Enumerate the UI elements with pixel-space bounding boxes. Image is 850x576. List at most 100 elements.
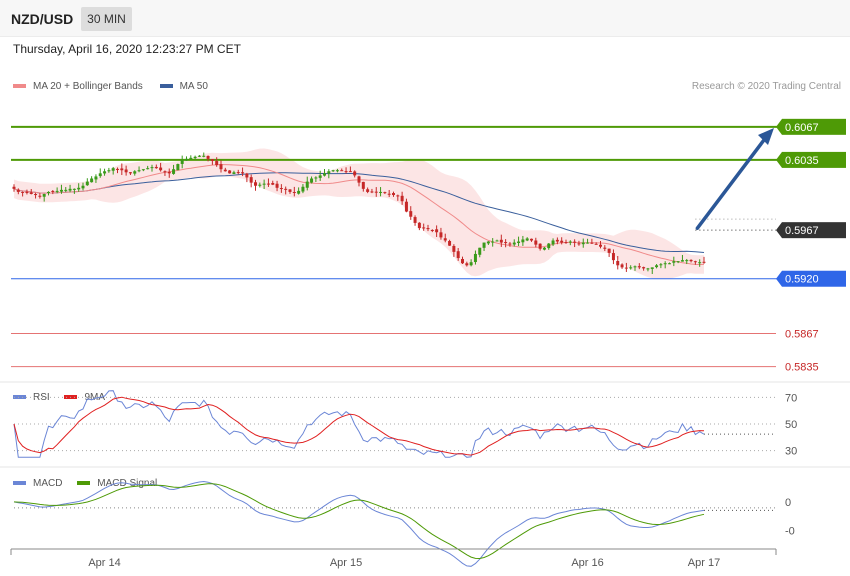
candle — [508, 243, 512, 245]
rsi-legend-swatch — [13, 395, 26, 400]
candle — [116, 168, 119, 170]
candle — [146, 168, 150, 170]
candle — [193, 156, 197, 159]
resistance-label-bg-0 — [782, 118, 846, 135]
candle — [698, 262, 702, 264]
candle — [504, 242, 508, 244]
candle — [21, 191, 25, 193]
candle — [85, 181, 89, 186]
candle — [590, 242, 594, 244]
x-tick-label-1: Apr 15 — [330, 557, 362, 569]
candle — [361, 181, 365, 189]
candle — [525, 238, 529, 241]
credit-text: Research © 2020 Trading Central — [691, 81, 841, 92]
candle — [271, 182, 275, 185]
candle — [374, 191, 378, 193]
candle — [323, 173, 326, 176]
pivot-label-3: 0.5920 — [785, 274, 819, 286]
candle — [624, 267, 628, 269]
candle — [650, 267, 654, 269]
resistance-label-tip-1 — [776, 151, 782, 168]
candle — [551, 240, 555, 245]
candle — [495, 240, 499, 242]
candle — [266, 183, 270, 185]
timeframe-button[interactable]: 30 MIN — [81, 7, 132, 31]
candle — [90, 178, 94, 183]
candle — [279, 188, 283, 190]
last-price-label: 0.5967 — [785, 225, 819, 237]
candle — [180, 159, 184, 164]
candle — [542, 247, 546, 250]
candle — [396, 195, 400, 197]
candle — [499, 239, 503, 243]
candle — [680, 260, 684, 262]
symbol-title: NZD/USD — [11, 11, 74, 27]
candle — [702, 261, 706, 263]
main-legend: MA 20 + Bollinger Bands MA 50 — [13, 81, 208, 92]
candle — [461, 258, 464, 264]
candle — [59, 189, 63, 192]
candle — [642, 267, 646, 269]
candle — [573, 241, 577, 243]
candle — [154, 166, 158, 169]
x-tick-label-2: Apr 16 — [571, 557, 603, 569]
candle — [689, 259, 693, 262]
candle — [77, 187, 81, 190]
candle — [344, 171, 348, 173]
candle — [417, 222, 421, 229]
candle — [292, 192, 296, 194]
macd-legend-label: MACD — [33, 478, 63, 489]
support-label-4: 0.5867 — [785, 329, 819, 341]
candle — [111, 168, 115, 171]
candle — [693, 261, 697, 263]
candle — [197, 155, 201, 157]
resistance-label-0: 0.6067 — [785, 122, 819, 134]
candle — [120, 168, 124, 171]
macd-signal-line — [13, 483, 705, 560]
candle — [189, 157, 193, 160]
candle — [185, 158, 188, 161]
candle — [42, 194, 46, 197]
candle — [141, 169, 145, 171]
last-price-label-tip — [776, 222, 782, 239]
candle — [530, 238, 533, 241]
candle — [340, 170, 344, 172]
candle — [98, 173, 102, 177]
forecast-arrow-head — [758, 127, 774, 145]
candle — [72, 188, 76, 190]
candle — [577, 243, 581, 245]
x-tick-label-0: Apr 14 — [88, 557, 120, 569]
candle — [16, 189, 20, 192]
bollinger-band — [14, 148, 704, 280]
resistance-label-tip-0 — [776, 118, 782, 135]
header-bar: NZD/USD 30 MIN — [0, 0, 850, 37]
candle — [404, 201, 408, 212]
candle — [685, 260, 689, 262]
candle — [262, 183, 266, 185]
x-tick-label-3: Apr 17 — [688, 557, 720, 569]
candle — [637, 266, 641, 268]
candle — [215, 161, 219, 166]
candle — [245, 173, 249, 178]
candle — [473, 253, 477, 263]
macd-line — [13, 480, 705, 567]
candle — [51, 190, 55, 192]
rsi-line — [13, 390, 705, 458]
candle — [310, 178, 314, 183]
candle — [672, 261, 676, 263]
candle — [288, 189, 292, 192]
pivot-label-bg-3 — [782, 270, 846, 287]
candle — [448, 241, 452, 246]
candle — [210, 159, 214, 161]
candle — [413, 217, 417, 223]
macd-level-label-0: 0 — [785, 497, 791, 509]
candle — [465, 263, 469, 266]
resistance-label-1: 0.6035 — [785, 155, 819, 167]
candle — [314, 177, 318, 179]
candle — [400, 195, 404, 202]
candle — [486, 241, 490, 244]
candle — [172, 169, 176, 174]
candle — [236, 172, 240, 174]
candle — [439, 232, 443, 238]
